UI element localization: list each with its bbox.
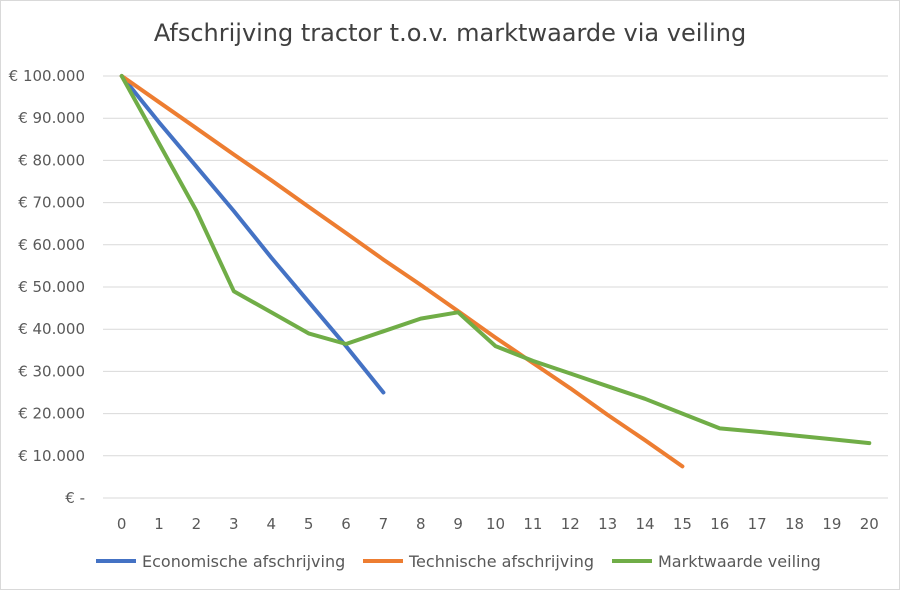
y-tick-label: € 100.000 [9, 67, 85, 85]
y-tick-label: € 60.000 [18, 236, 85, 254]
x-tick-label: 9 [453, 515, 463, 533]
x-tick-label: 17 [748, 515, 767, 533]
x-tick-label: 1 [154, 515, 164, 533]
x-tick-label: 0 [117, 515, 127, 533]
chart-title: Afschrijving tractor t.o.v. marktwaarde … [153, 19, 747, 47]
x-tick-label: 19 [822, 515, 841, 533]
legend-label: Technische afschrijving [409, 551, 595, 571]
y-tick-label: € 70.000 [18, 194, 85, 212]
x-tick-label: 12 [561, 515, 580, 533]
x-tick-label: 20 [860, 515, 879, 533]
legend-swatch [96, 559, 136, 563]
legend-item: Technische afschrijving [363, 549, 594, 573]
x-tick-label: 3 [229, 515, 239, 533]
x-tick-label: 4 [266, 515, 276, 533]
x-tick-label: 14 [635, 515, 654, 533]
series-line [119, 74, 386, 395]
series-line [119, 74, 685, 469]
legend-label: Marktwaarde veiling [658, 551, 821, 571]
y-tick-label: € 40.000 [18, 320, 85, 338]
x-tick-label: 16 [710, 515, 729, 533]
legend-label: Economische afschrijving [142, 551, 346, 571]
x-tick-label: 10 [486, 515, 505, 533]
x-tick-label: 8 [416, 515, 426, 533]
x-tick-label: 6 [341, 515, 351, 533]
x-tick-label: 15 [673, 515, 692, 533]
y-tick-label: € 30.000 [18, 362, 85, 380]
chart-legend: Economische afschrijving Technische afsch… [1, 549, 899, 573]
y-tick-label: € 50.000 [18, 278, 85, 296]
y-tick-label: € 90.000 [18, 109, 85, 127]
x-tick-label: 13 [598, 515, 617, 533]
y-tick-label: € 20.000 [18, 405, 85, 423]
y-tick-label: € - [65, 489, 85, 507]
x-tick-label: 5 [304, 515, 314, 533]
legend-swatch [612, 559, 652, 563]
x-tick-label: 2 [192, 515, 202, 533]
y-tick-label: € 80.000 [18, 151, 85, 169]
x-tick-label: 7 [379, 515, 389, 533]
legend-swatch [363, 559, 403, 563]
legend-item: Economische afschrijving [96, 549, 345, 573]
y-tick-label: € 10.000 [18, 447, 85, 465]
x-tick-label: 11 [523, 515, 542, 533]
legend-item: Marktwaarde veiling [612, 549, 821, 573]
x-tick-label: 18 [785, 515, 804, 533]
series-line [119, 74, 872, 446]
